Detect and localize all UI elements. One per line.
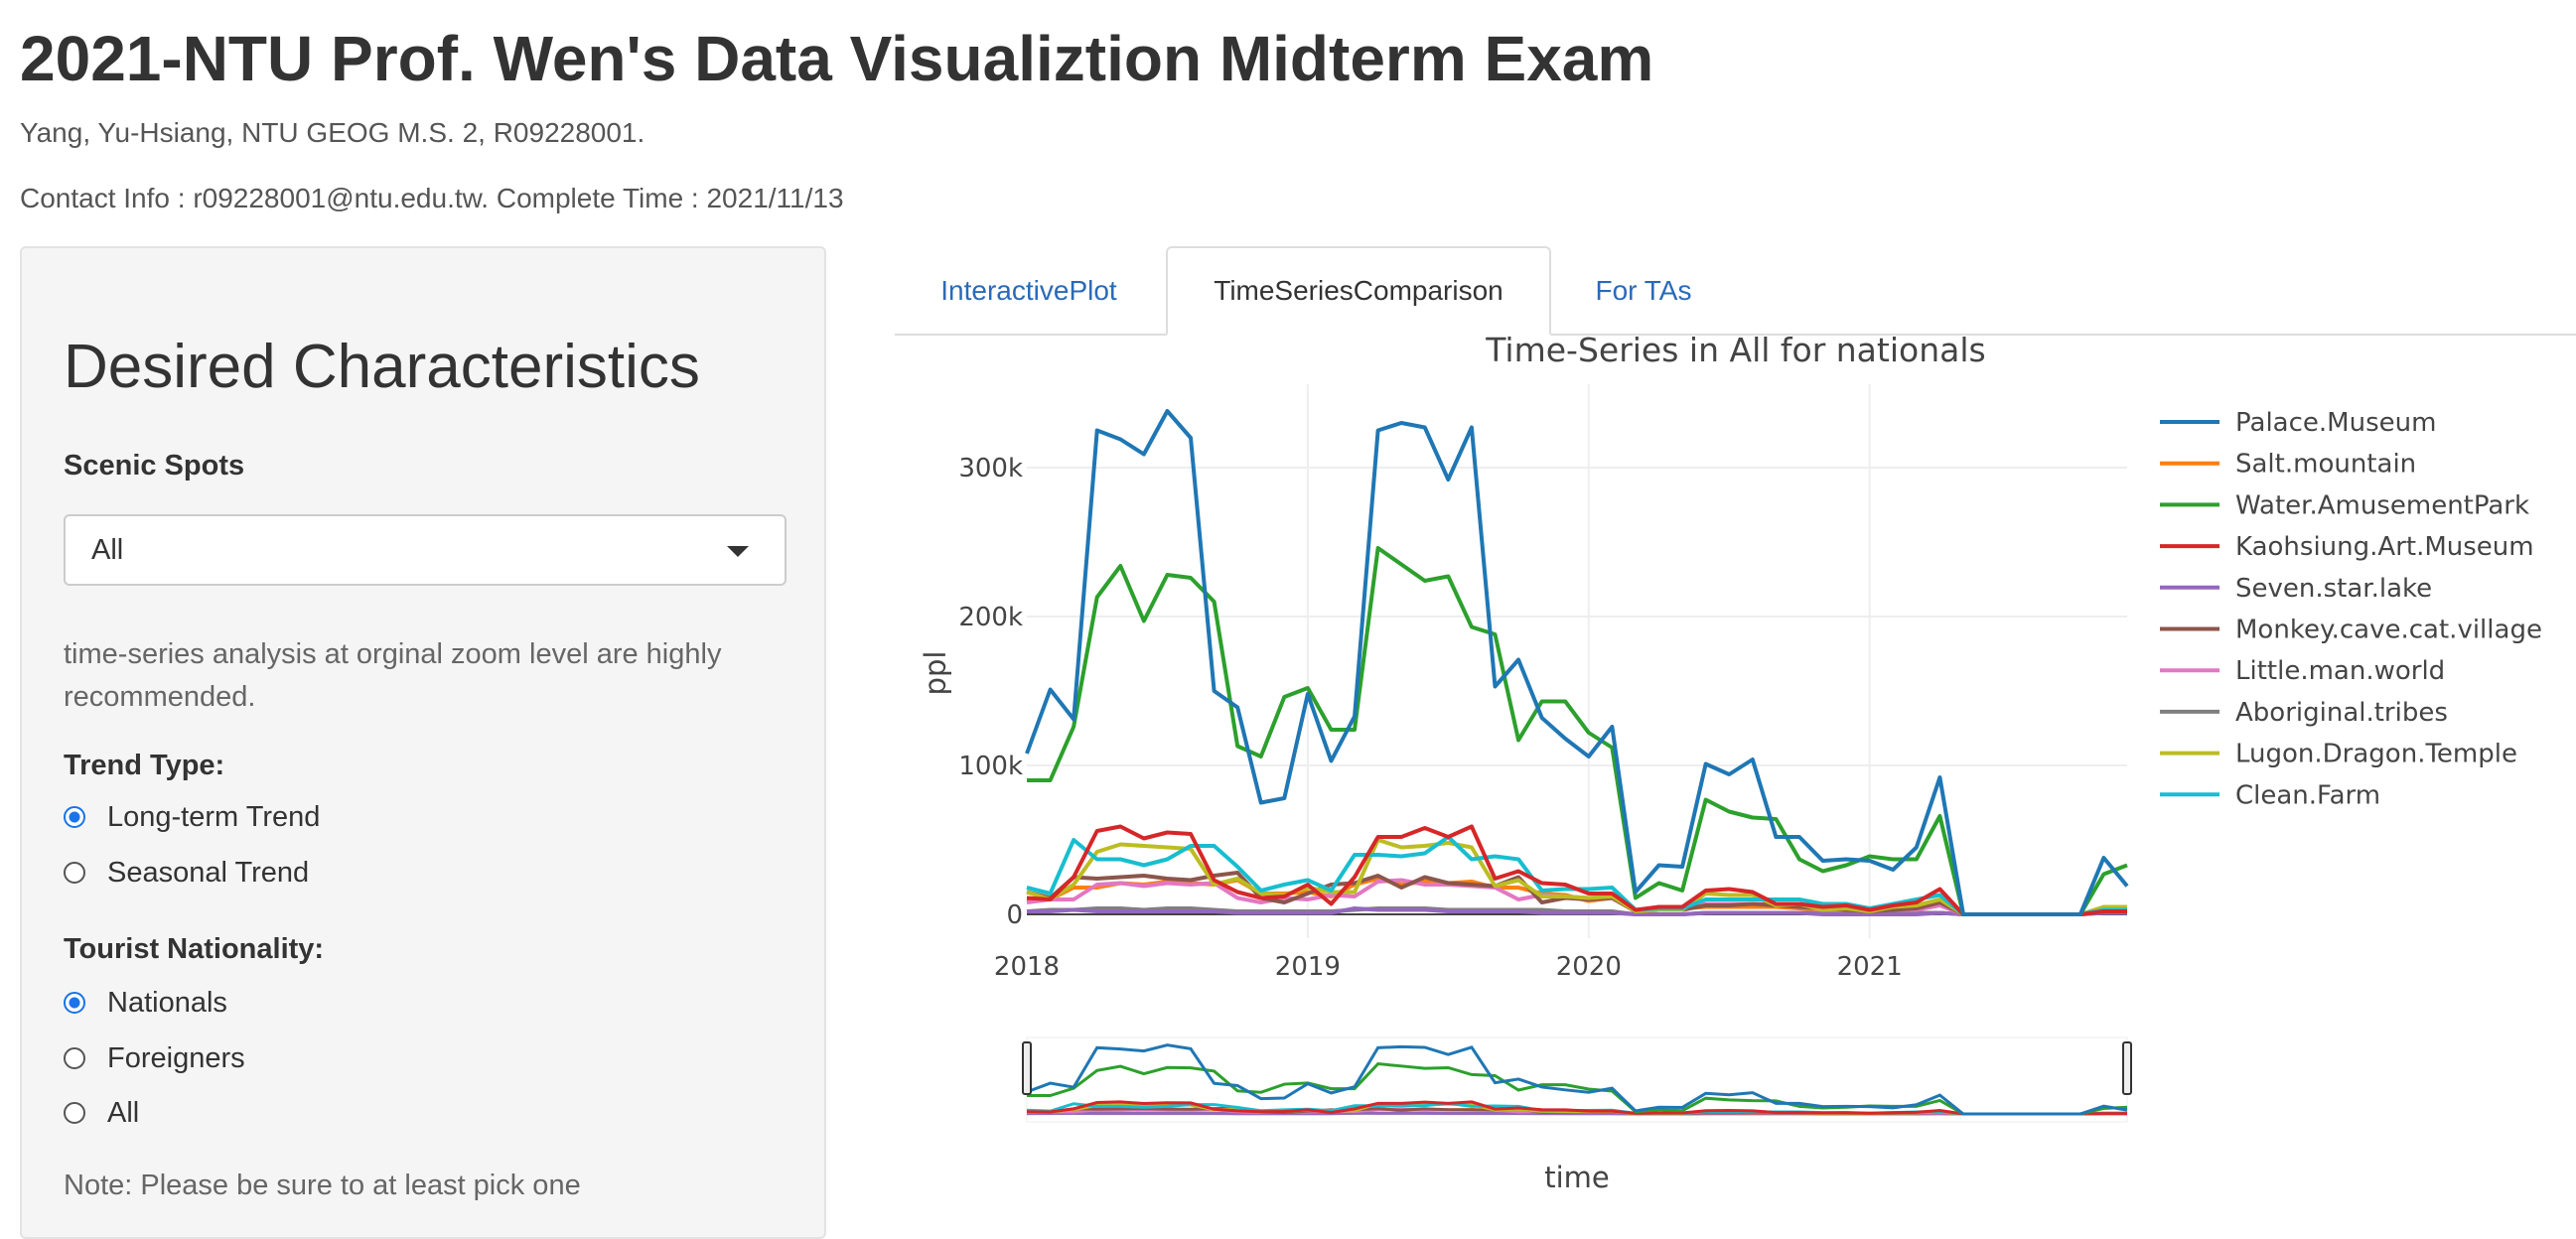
legend-item[interactable]: Seven.star.lake xyxy=(2160,574,2432,604)
range-slider-line xyxy=(1027,1061,2128,1116)
time-series-chart[interactable]: Time-Series in All for nationals time pp… xyxy=(0,0,2576,1201)
page-title: 2021-NTU Prof. Wen's Data Visualiztion M… xyxy=(20,23,1654,94)
radio-label: Long-term Trend xyxy=(107,800,321,833)
scenic-spots-value: All xyxy=(91,534,124,566)
x-tick-label: 2019 xyxy=(1275,952,1341,982)
radio-unchecked-icon xyxy=(64,1047,85,1069)
radio-unchecked-icon xyxy=(64,1102,85,1124)
range-slider-line xyxy=(1026,1043,2128,1116)
trend-type-label: Trend Type: xyxy=(64,750,225,781)
radio-long-term-trend[interactable]: Long-term Trend xyxy=(64,799,320,835)
scenic-spots-select[interactable]: All xyxy=(64,514,787,586)
tabs-divider xyxy=(895,334,2576,336)
radio-checked-icon xyxy=(64,992,85,1014)
radio-nationals[interactable]: Nationals xyxy=(64,985,227,1021)
help-text-line2: recommended. xyxy=(64,681,256,713)
tab-interactive-plot[interactable]: InteractivePlot xyxy=(940,275,1117,306)
radio-checked-icon xyxy=(64,806,85,828)
radio-label: Foreigners xyxy=(107,1041,245,1074)
sidebar-title: Desired Characteristics xyxy=(64,333,700,401)
legend-item[interactable]: Clean.Farm xyxy=(2160,780,2380,810)
series-line-seven-star-lake[interactable] xyxy=(1027,906,2127,916)
legend-item[interactable]: Aboriginal.tribes xyxy=(2160,698,2448,728)
legend-label: Water.AmusementPark xyxy=(2235,490,2529,520)
caret-down-icon xyxy=(727,546,749,557)
range-slider-handle[interactable] xyxy=(2122,1041,2132,1095)
y-tick-label: 0 xyxy=(1006,900,1023,930)
legend-label: Salt.mountain xyxy=(2235,450,2416,480)
range-slider-handle[interactable] xyxy=(1022,1041,1032,1095)
radio-label: Nationals xyxy=(107,986,227,1019)
sidebar-panel: Desired Characteristics Scenic Spots All… xyxy=(20,246,826,1239)
series-line-palace-museum[interactable] xyxy=(1025,409,2129,916)
range-slider-line xyxy=(1026,1100,2127,1116)
x-tick-label: 2021 xyxy=(1837,952,1903,982)
y-tick-label: 200k xyxy=(958,603,1023,632)
radio-unchecked-icon xyxy=(64,862,85,884)
legend-item[interactable]: Kaohsiung.Art.Museum xyxy=(2160,532,2534,562)
legend-label: Little.man.world xyxy=(2235,656,2445,686)
tab-for-tas[interactable]: For TAs xyxy=(1595,275,1692,306)
author-line: Yang, Yu-Hsiang, NTU GEOG M.S. 2, R09228… xyxy=(20,117,645,148)
legend-label: Palace.Museum xyxy=(2235,408,2436,438)
contact-line: Contact Info : r09228001@ntu.edu.tw. Com… xyxy=(20,183,844,213)
legend-item[interactable]: Lugon.Dragon.Temple xyxy=(2160,740,2517,769)
help-text-line1: time-series analysis at orginal zoom lev… xyxy=(64,638,722,670)
legend-label: Lugon.Dragon.Temple xyxy=(2235,740,2517,769)
radio-foreigners[interactable]: Foreigners xyxy=(64,1040,245,1076)
series-line-kaohsiung-art-museum[interactable] xyxy=(1026,824,2127,916)
tourist-nationality-label: Tourist Nationality: xyxy=(64,933,325,965)
tab-time-series-comparison[interactable]: TimeSeriesComparison xyxy=(1166,246,1551,336)
legend-label: Clean.Farm xyxy=(2235,780,2380,810)
legend-item[interactable]: Monkey.cave.cat.village xyxy=(2160,616,2542,645)
note-text: Note: Please be sure to at least pick on… xyxy=(64,1170,581,1201)
legend-item[interactable]: Water.AmusementPark xyxy=(2160,490,2529,520)
y-tick-label: 300k xyxy=(958,454,1023,483)
legend-label: Aboriginal.tribes xyxy=(2235,698,2448,728)
y-tick-label: 100k xyxy=(958,752,1023,781)
radio-label: Seasonal Trend xyxy=(107,856,310,889)
legend-label: Seven.star.lake xyxy=(2235,574,2432,604)
legend-label: Kaohsiung.Art.Museum xyxy=(2235,532,2534,562)
radio-label: All xyxy=(107,1096,140,1129)
legend-label: Monkey.cave.cat.village xyxy=(2235,616,2542,645)
series-line-lugon-dragon-temple[interactable] xyxy=(1026,838,2127,916)
series-line-water-amusementpark[interactable] xyxy=(1027,546,2128,916)
legend-item[interactable]: Salt.mountain xyxy=(2160,450,2416,480)
x-axis-label: time xyxy=(1544,1161,1610,1194)
x-tick-label: 2020 xyxy=(1556,952,1622,982)
radio-all[interactable]: All xyxy=(64,1095,139,1131)
radio-seasonal-trend[interactable]: Seasonal Trend xyxy=(64,855,309,891)
chart-title: Time-Series in All for nationals xyxy=(1485,331,1985,369)
scenic-spots-label: Scenic Spots xyxy=(64,450,245,482)
x-tick-label: 2018 xyxy=(994,952,1060,982)
legend-item[interactable]: Little.man.world xyxy=(2160,656,2445,686)
y-axis-label: ppl xyxy=(919,651,952,696)
legend-item[interactable]: Palace.Museum xyxy=(2160,408,2436,438)
